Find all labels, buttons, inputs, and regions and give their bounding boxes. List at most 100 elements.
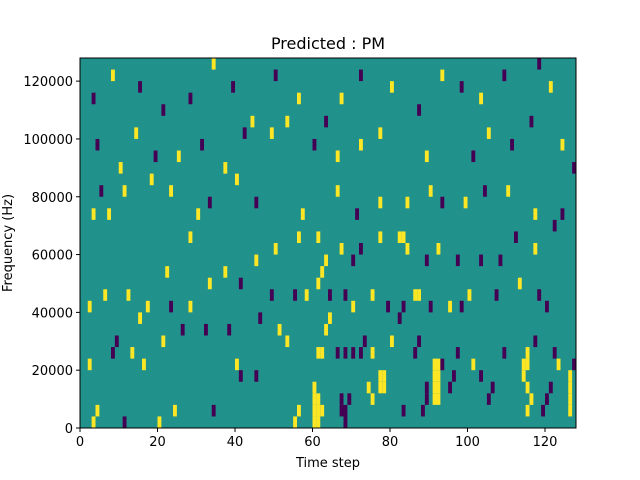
heatmap-cell	[227, 323, 232, 336]
heatmap-cell	[312, 404, 317, 417]
heatmap-cell	[196, 208, 201, 220]
heatmap-cell	[490, 381, 495, 394]
heatmap-cell	[339, 243, 344, 255]
heatmap-cell	[405, 243, 410, 255]
heatmap-cell	[440, 196, 445, 209]
heatmap-cell	[362, 335, 367, 348]
heatmap-cell	[413, 347, 418, 359]
heatmap-cell	[107, 208, 112, 220]
heatmap-cell	[328, 289, 332, 301]
heatmap-cell	[502, 347, 507, 359]
heatmap-cell	[432, 370, 437, 382]
heatmap-cell	[285, 115, 290, 128]
heatmap-cell	[370, 393, 375, 405]
heatmap-cell	[359, 347, 363, 359]
heatmap-cell	[366, 381, 371, 394]
heatmap-cell	[254, 370, 259, 382]
heatmap-cell	[533, 243, 538, 255]
heatmap-cell	[211, 404, 216, 417]
heatmap-cell	[188, 92, 193, 105]
heatmap-cell	[134, 127, 139, 139]
heatmap-cell	[188, 300, 193, 313]
x-tick-label: 20	[149, 435, 166, 450]
x-tick-label: 0	[76, 435, 84, 450]
heatmap-cell	[560, 138, 565, 151]
x-axis-label: Time step	[295, 456, 360, 471]
heatmap-cell	[300, 208, 305, 220]
y-tick-label: 60000	[32, 249, 73, 264]
heatmap-cell	[370, 347, 375, 359]
heatmap-cell	[238, 277, 243, 290]
heatmap-cell	[529, 393, 534, 405]
heatmap-cell	[235, 173, 239, 186]
heatmap-cell	[421, 404, 425, 417]
heatmap-cell	[312, 393, 317, 405]
heatmap-cell	[436, 393, 441, 405]
heatmap-cell	[455, 347, 460, 359]
heatmap-cell	[417, 335, 422, 348]
heatmap-cell	[359, 243, 363, 255]
plot-area	[80, 58, 576, 428]
x-tick-label: 80	[382, 435, 399, 450]
heatmap-cell	[541, 404, 546, 417]
heatmap-cell	[316, 416, 321, 428]
heatmap-cell	[223, 162, 228, 174]
heatmap-cell	[223, 266, 228, 278]
heatmap-cell	[180, 323, 185, 336]
y-tick-label: 100000	[23, 133, 73, 148]
heatmap-cell	[417, 289, 422, 301]
heatmap-cell	[467, 289, 472, 301]
heatmap-cell	[347, 393, 352, 405]
heatmap-cell	[269, 127, 274, 139]
heatmap-cell	[277, 323, 282, 336]
heatmap-cell	[545, 393, 549, 405]
heatmap-cell	[448, 300, 453, 313]
heatmap-cell	[211, 58, 216, 70]
heatmap-cell	[417, 104, 422, 116]
heatmap-cell	[304, 289, 309, 301]
heatmap-cell	[510, 138, 515, 151]
heatmap-cell	[382, 381, 387, 394]
heatmap-cell	[293, 416, 298, 428]
heatmap-cell	[424, 381, 429, 394]
heatmap-cell	[145, 300, 150, 313]
heatmap-cell	[153, 150, 158, 163]
heatmap-cell	[207, 277, 212, 290]
heatmap-cell	[413, 289, 418, 301]
heatmap-cell	[517, 277, 522, 290]
y-tick-label: 40000	[32, 306, 73, 321]
y-axis: 0 20000 40000 60000 80000 100000 120000	[23, 75, 80, 437]
heatmap-cell	[424, 254, 429, 267]
heatmap-cell	[452, 370, 456, 382]
heatmap-cell	[312, 138, 317, 151]
heatmap-cell	[285, 335, 290, 348]
heatmap-cell	[231, 81, 236, 93]
heatmap-cell	[521, 370, 526, 382]
heatmap-cell	[122, 416, 127, 428]
heatmap-cell	[424, 393, 429, 405]
heatmap-cell	[254, 254, 259, 267]
heatmap-cell	[537, 58, 542, 70]
heatmap-cell	[169, 300, 174, 313]
heatmap-cell	[200, 138, 205, 151]
y-axis-label: Frequency (Hz)	[1, 194, 16, 292]
heatmap-cell	[204, 323, 208, 336]
heatmap-cell	[498, 254, 503, 267]
heatmap-cell	[359, 138, 363, 151]
heatmap-cell	[273, 69, 278, 82]
heatmap-cell	[386, 300, 391, 313]
heatmap-cell	[138, 312, 143, 324]
heatmap-cell	[436, 381, 441, 394]
heatmap-cell	[118, 162, 123, 174]
heatmap-cell	[312, 416, 317, 428]
heatmap-cell	[440, 358, 445, 371]
heatmap-cell	[568, 370, 573, 382]
plot-frame	[79, 57, 577, 429]
heatmap-cell	[378, 196, 383, 209]
chart-title: Predicted : PM	[271, 34, 385, 53]
heatmap-cell	[390, 335, 394, 348]
x-tick-label: 40	[227, 435, 244, 450]
heatmap-cell	[568, 393, 573, 405]
heatmap-cell	[103, 289, 108, 301]
heatmap-cell	[165, 266, 170, 278]
